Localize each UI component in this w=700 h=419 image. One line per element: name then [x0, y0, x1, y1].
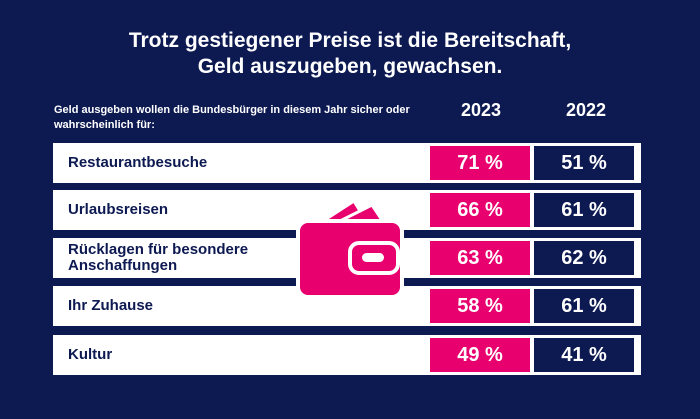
- value-2023: 58 %: [430, 289, 530, 323]
- column-header-2022: 2022: [565, 100, 607, 120]
- column-header-2023: 2023: [460, 100, 502, 120]
- row-label: Rücklagen für besondere Anschaffungen: [68, 241, 249, 274]
- value-2022: 51 %: [534, 146, 634, 180]
- row-label: Urlaubsreisen: [68, 201, 169, 218]
- table-row: Restaurantbesuche 71 % 51 %: [53, 143, 641, 183]
- value-2023: 63 %: [430, 241, 530, 275]
- value-2022: 61 %: [534, 193, 634, 227]
- wallet-icon: [296, 199, 404, 299]
- chart-title-text: Trotz gestiegener Preise ist die Bereits…: [128, 29, 572, 78]
- row-label: Restaurantbesuche: [68, 154, 208, 171]
- value-2022: 61 %: [534, 289, 634, 323]
- chart-subtitle: Geld ausgeben wollen die Bundesbürger in…: [54, 104, 410, 131]
- value-2023: 49 %: [430, 338, 530, 372]
- table-row: Kultur 49 % 41 %: [53, 335, 641, 375]
- value-2022: 41 %: [534, 338, 634, 372]
- row-label: Ihr Zuhause: [68, 297, 154, 314]
- value-2023: 71 %: [430, 146, 530, 180]
- chart-title: Trotz gestiegener Preise ist die Bereits…: [0, 28, 700, 80]
- value-2023: 66 %: [430, 193, 530, 227]
- row-label: Kultur: [68, 346, 113, 363]
- value-2022: 62 %: [534, 241, 634, 275]
